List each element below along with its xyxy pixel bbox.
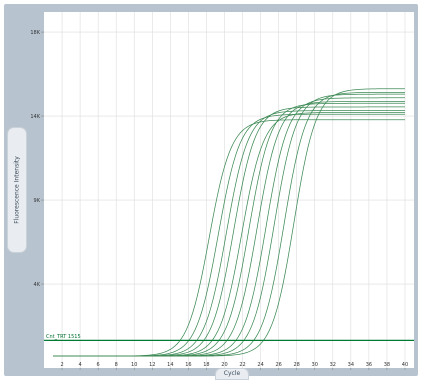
threshold: Cnt_TRT 1515 <box>44 334 414 341</box>
x-tick-label: 14 <box>167 362 173 368</box>
x-tick-label: 34 <box>348 362 354 368</box>
amplification-curve[interactable] <box>53 88 405 357</box>
axis-ticks: 2 4 6 8 10 12 14 16 18 20 22 24 26 28 30 32 34 36 38 404K9K… <box>30 30 408 370</box>
x-tick-label: 30 <box>312 362 318 368</box>
x-tick-label: 18 <box>203 362 209 368</box>
x-tick-label: 2 <box>60 362 63 368</box>
y-tick-label: 4K <box>34 282 41 288</box>
x-tick-label: 8 <box>115 362 118 368</box>
x-tick-label: 40 <box>402 362 408 368</box>
x-tick-label: 24 <box>257 362 263 368</box>
x-axis-title-tab[interactable]: Cycle <box>216 369 248 379</box>
x-tick-label: 36 <box>366 362 372 368</box>
threshold-label: Cnt_TRT 1515 <box>46 334 81 340</box>
amplification-curves <box>53 88 405 357</box>
y-tick-label: 18K <box>30 30 40 36</box>
grid <box>44 12 414 368</box>
x-tick-label: 16 <box>185 362 191 368</box>
x-axis-title: Cycle <box>223 370 241 377</box>
y-tick-label: 9K <box>34 198 41 204</box>
x-tick-label: 38 <box>384 362 390 368</box>
x-tick-label: 22 <box>239 362 245 368</box>
x-tick-label: 26 <box>275 362 281 368</box>
x-tick-label: 10 <box>131 362 137 368</box>
x-tick-label: 4 <box>79 362 82 368</box>
x-tick-label: 12 <box>149 362 155 368</box>
x-tick-label: 6 <box>97 362 100 368</box>
plot-area <box>44 12 414 368</box>
y-tick-label: 14K <box>30 114 40 120</box>
x-tick-label: 32 <box>330 362 336 368</box>
x-tick-label: 20 <box>221 362 227 368</box>
y-axis-title-tab[interactable]: Fluorescence Intensity <box>8 128 26 252</box>
x-tick-label: 28 <box>293 362 299 368</box>
